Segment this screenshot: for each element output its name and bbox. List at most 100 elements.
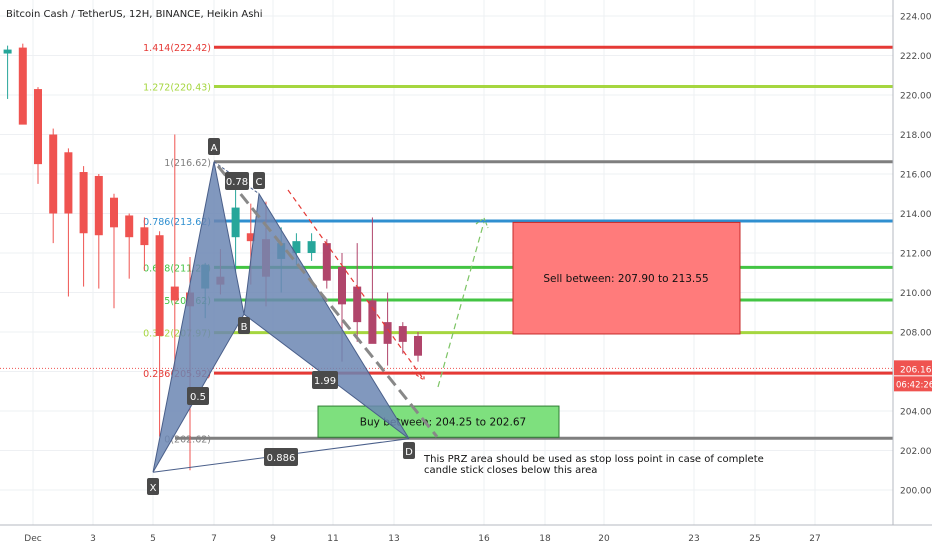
point-label-b: B: [241, 322, 248, 333]
time-tick-label: 7: [211, 534, 217, 544]
candle-body: [79, 172, 88, 234]
fib-label-1-272: 1.272(220.43): [143, 83, 211, 94]
candle-body: [34, 89, 42, 165]
time-tick-label: 9: [270, 534, 276, 544]
red-projection-line: [287, 189, 425, 381]
ratio-label-xd: 0.886: [267, 453, 296, 464]
prz-note-line: This PRZ area should be used as stop los…: [423, 454, 764, 465]
candle-body: [338, 266, 346, 305]
price-tick-label: 220.00: [900, 92, 932, 102]
candle-body: [170, 286, 179, 301]
green-projection-line: [437, 221, 485, 388]
prz-note-line: candle stick closes below this area: [424, 465, 597, 476]
time-tick-label: 25: [749, 534, 760, 544]
time-tick-label: 11: [327, 534, 338, 544]
countdown-value: 06:42:26: [896, 380, 932, 390]
candle-body: [322, 243, 331, 281]
candle-body: [307, 241, 316, 253]
point-label-a: A: [211, 143, 218, 154]
price-tick-label: 200.00: [900, 487, 932, 497]
price-tick-label: 204.00: [900, 408, 932, 418]
fib-label-0: 0(202.62): [164, 434, 211, 445]
candle-body: [414, 335, 422, 356]
ratio-label-ac: 0.78: [226, 177, 248, 188]
buy-zone-box: [317, 405, 560, 438]
time-axis[interactable]: Dec 3 5 7 9 11 13 16 18 20 23 25 27: [0, 524, 932, 550]
fib-label-0-5: 0.5(209.62): [155, 296, 211, 307]
candle-body: [125, 215, 134, 238]
point-tag-d: [403, 442, 415, 459]
candle-body: [110, 197, 118, 228]
ratio-label-bd: 1.99: [314, 376, 336, 387]
candle-body: [398, 326, 407, 342]
candle-body: [64, 152, 73, 214]
fib-label-0-382: 0.382(207.97): [143, 329, 211, 340]
point-label-d: D: [405, 447, 413, 458]
fib-label-0-786: 0.786(213.62): [143, 217, 211, 228]
price-tick-label: 208.00: [900, 329, 932, 339]
projection-arrows: [287, 189, 489, 388]
point-tag-c: [253, 172, 265, 189]
price-tick-label: 214.00: [900, 210, 932, 220]
fibonacci-levels: 1.414(222.42) 1.272(220.43) 1(216.62) 0.786…: [0, 43, 893, 445]
candle-body: [3, 49, 12, 54]
candle-body: [368, 300, 377, 344]
sell-zone-box: [512, 221, 741, 335]
time-axis-bg: [0, 525, 932, 550]
price-tick-label: 224.00: [900, 13, 932, 23]
candle-body: [246, 233, 255, 242]
price-tick-label: 216.00: [900, 171, 932, 181]
green-projection-arrowhead: [475, 217, 489, 229]
candle-body: [155, 235, 164, 336]
gray-trend-line: [216, 165, 439, 438]
countdown-tag: [894, 376, 932, 392]
candle-body: [353, 286, 362, 323]
ratio-tag-ac: [225, 172, 249, 190]
fib-label-0-618: 0.618(211.27): [143, 263, 211, 274]
fib-label-1: 1(216.62): [164, 158, 211, 169]
harmonic-pattern: X A B C D 0.5 0.78 1.99 0.886 This PRZ area shoul…: [147, 138, 764, 495]
ratio-tag-xd: [264, 448, 298, 466]
time-tick-label: 3: [90, 534, 96, 544]
ratio-tag-bd: [312, 371, 338, 389]
time-tick-label: 20: [598, 534, 610, 544]
candle-body: [292, 241, 301, 253]
candle-body: [383, 322, 392, 344]
candle-body: [18, 47, 27, 125]
candle-body: [94, 175, 103, 236]
time-tick-label: 5: [150, 534, 156, 544]
time-tick-label: 16: [478, 534, 490, 544]
candle-body: [49, 134, 58, 214]
time-tick-label: 13: [388, 534, 399, 544]
time-tick-label: Dec: [24, 534, 41, 544]
price-tick-label: 210.00: [900, 289, 932, 299]
candle-body: [231, 207, 240, 238]
fib-label-1-414: 1.414(222.42): [143, 43, 211, 54]
point-label-c: C: [256, 177, 263, 188]
chart-title: Bitcoin Cash / TetherUS, 12H, BINANCE, H…: [6, 9, 263, 20]
time-tick-label: 18: [539, 534, 551, 544]
grid: [0, 0, 893, 525]
price-tick-label: 222.00: [900, 52, 932, 62]
last-price-value: 206.16: [900, 365, 932, 375]
red-projection-arrowhead: [411, 370, 425, 382]
price-tick-label: 218.00: [900, 131, 932, 141]
last-price-tag: [894, 360, 932, 376]
ratio-tag-xb: [187, 387, 209, 405]
price-tick-label: 202.00: [900, 447, 932, 457]
price-axis-bg: [893, 0, 932, 525]
time-tick-label: 27: [809, 534, 820, 544]
price-tick-label: 212.00: [900, 250, 932, 260]
pattern-wing-xab: [152, 161, 245, 473]
candle-body: [140, 227, 149, 246]
sell-zone-label: Sell between: 207.90 to 213.55: [543, 273, 708, 285]
point-label-x: X: [150, 483, 157, 494]
price-axis[interactable]: 200.00202.00204.00206.00208.00210.00212.…: [892, 0, 932, 525]
ratio-label-xb: 0.5: [190, 392, 206, 403]
time-tick-label: 23: [688, 534, 699, 544]
point-tag-a: [208, 138, 220, 155]
point-tag-x: [147, 478, 159, 495]
point-tag-b: [238, 317, 250, 334]
